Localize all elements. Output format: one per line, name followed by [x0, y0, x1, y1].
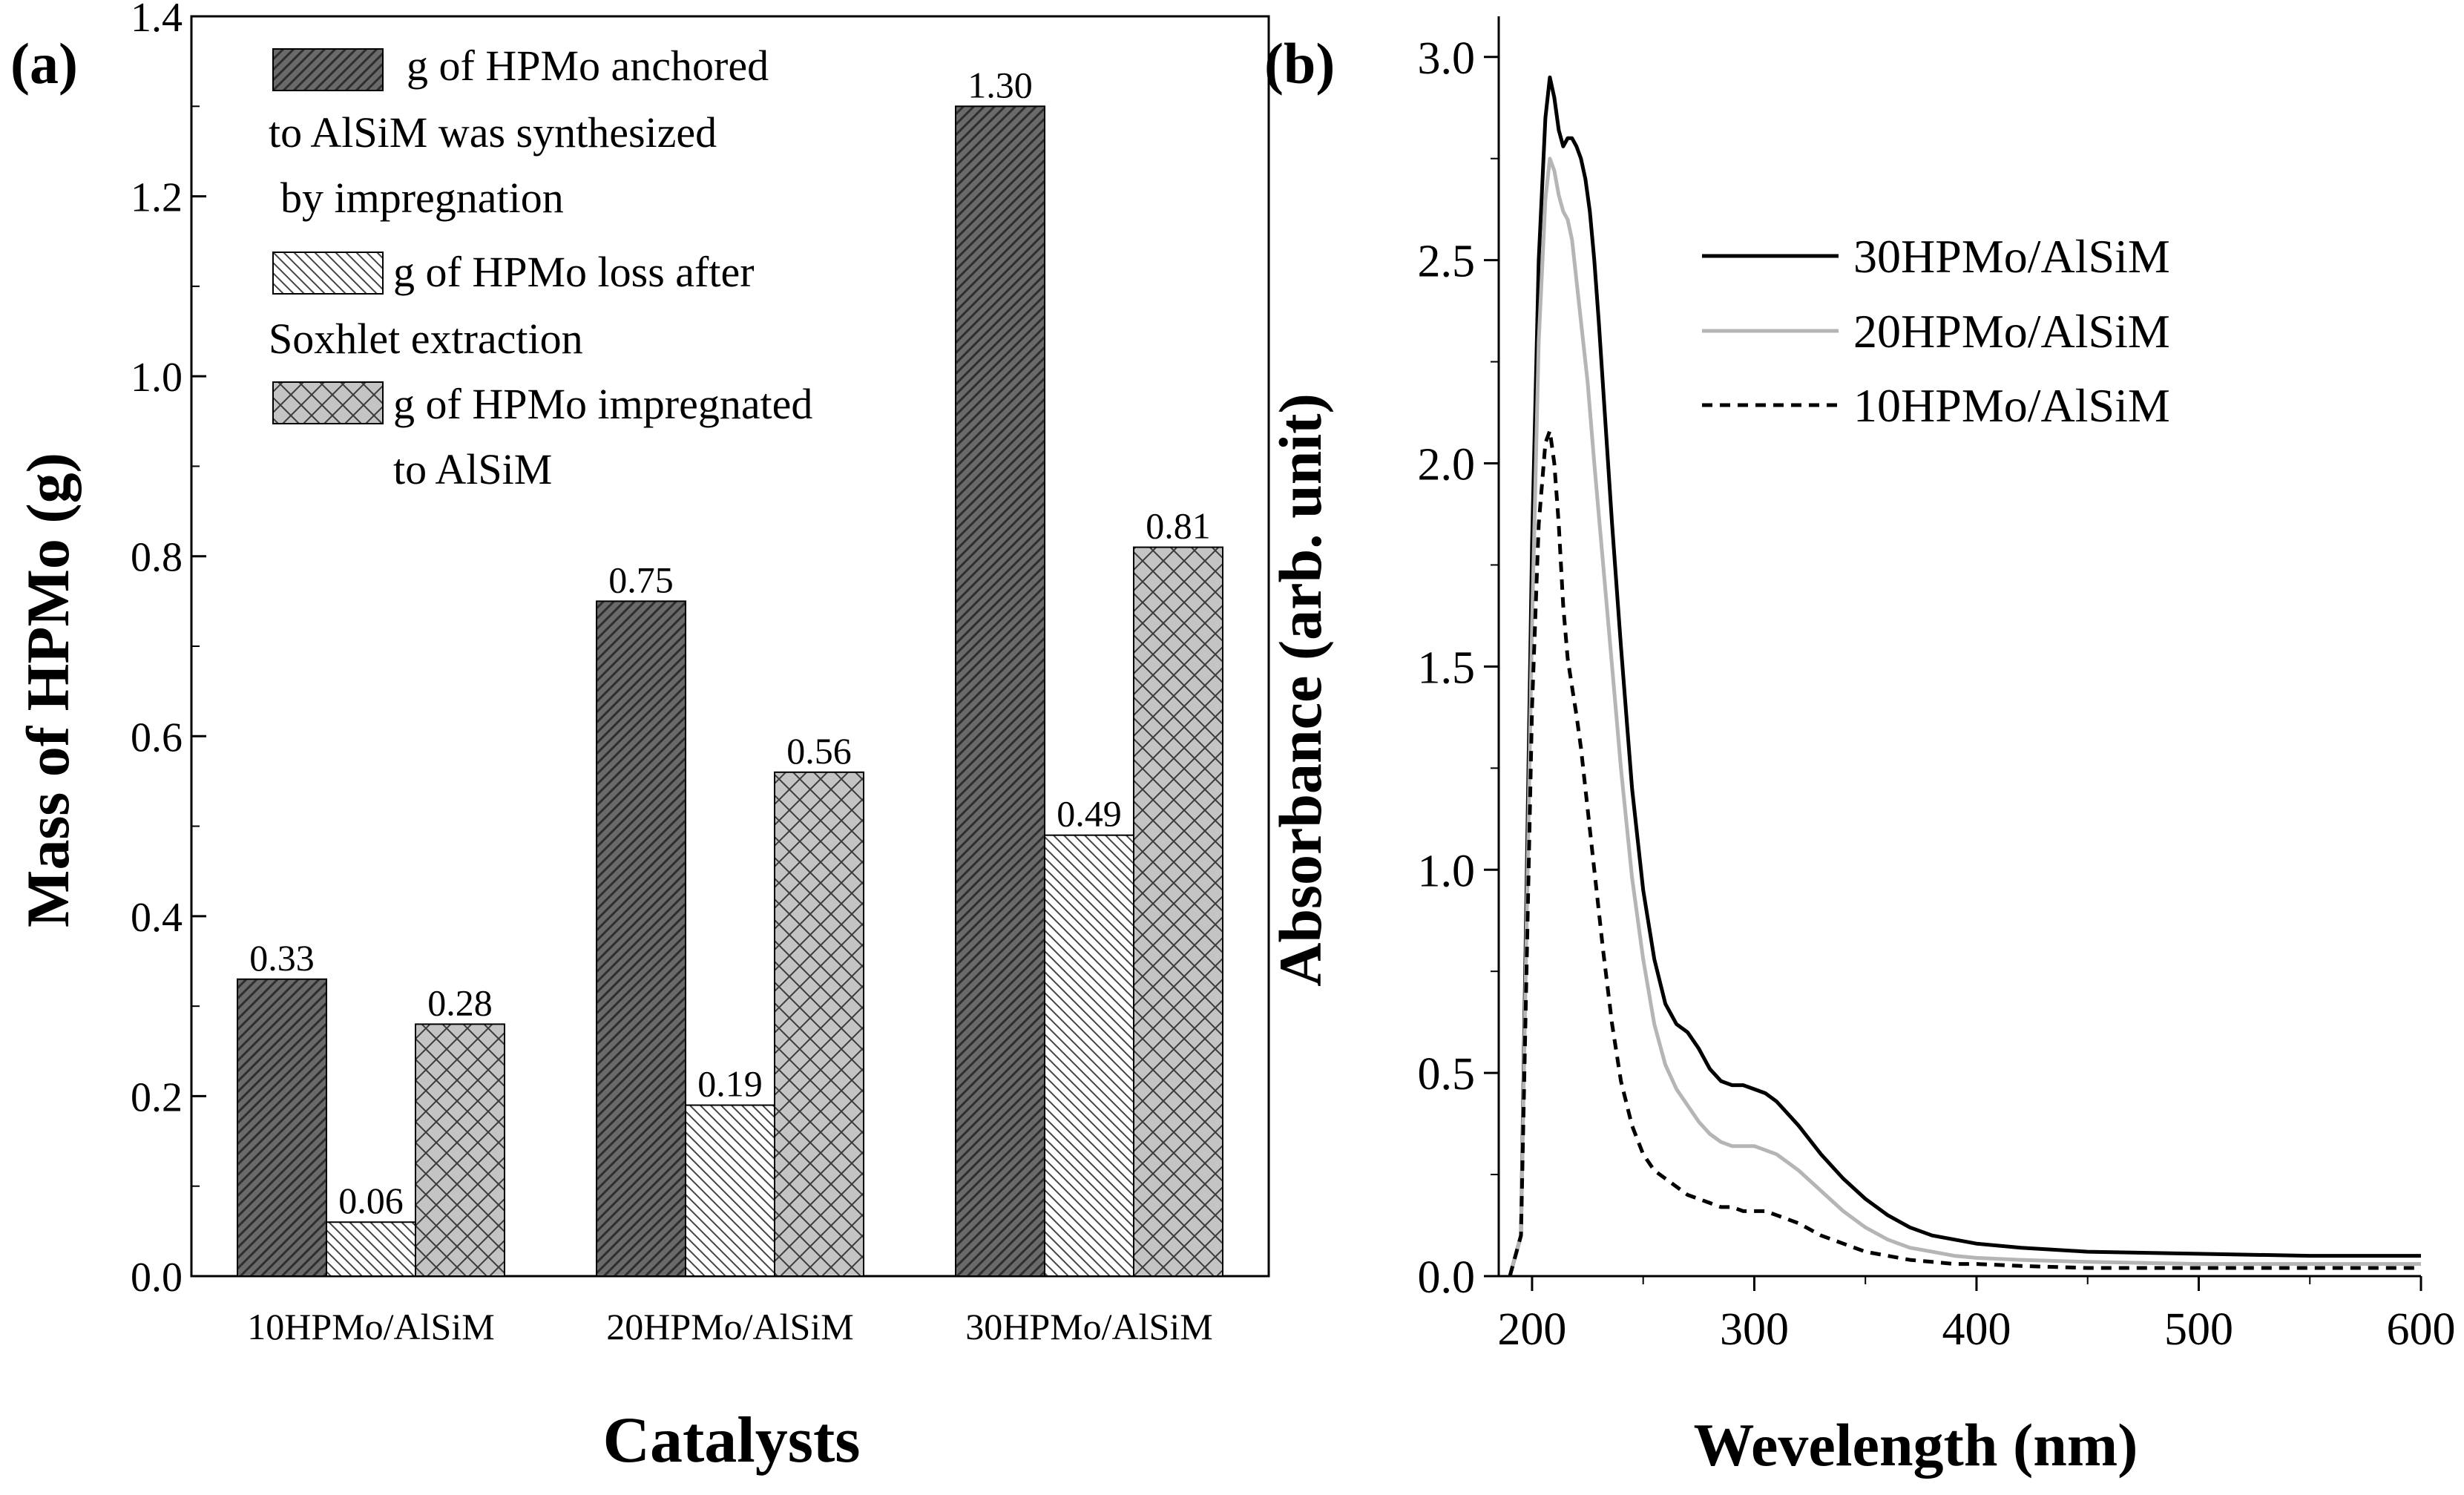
bar-value-label: 0.06 — [338, 1180, 404, 1221]
panel-a-ytick-label: 1.2 — [131, 175, 183, 221]
bar-value-label: 0.81 — [1146, 505, 1211, 547]
panel-a-ytick-label: 0.2 — [131, 1074, 183, 1120]
bar-value-label: 0.28 — [427, 982, 493, 1023]
panel-a-ytick-label: 1.0 — [131, 355, 183, 401]
panel-b-ylabel: Absorbance (arb. unit) — [1267, 393, 1334, 987]
panel-b: (b) Absorbance (arb. unit) Wevelength (n… — [1264, 16, 2456, 1479]
bar-value-label: 0.75 — [608, 559, 674, 600]
bar-value-label: 0.33 — [249, 937, 315, 979]
legend-label: to AlSiM — [393, 445, 552, 493]
panel-a-ytick-label: 0.6 — [131, 714, 183, 760]
bar — [955, 105, 1045, 1277]
panel-b-ytick-label: 0.0 — [1418, 1252, 1476, 1303]
panel-b-xtick-label: 300 — [1720, 1304, 1789, 1355]
panel-b-ytick-label: 2.0 — [1418, 440, 1476, 490]
legend-label: g of HPMo anchored — [407, 42, 769, 90]
panel-a-xtick-label: 10HPMo/AlSiM — [247, 1306, 494, 1347]
bar — [774, 771, 864, 1278]
legend-label: 30HPMo/AlSiM — [1853, 230, 2170, 283]
panel-b-plot-area: 0.0 0.5 1.0 1.5 2.0 2.5 3.0 200 300 400 500 600 — [1418, 16, 2456, 1355]
panel-b-label: (b) — [1264, 31, 1335, 96]
bar — [596, 600, 686, 1277]
bar — [415, 1023, 505, 1278]
panel-b-xtick-label: 400 — [1942, 1304, 2011, 1355]
panel-a-plot-area: 0.0 0.2 0.4 0.6 0.8 1.0 1.2 1.4 10HPMo/AlSiM 0.33… — [131, 0, 1270, 1347]
legend-label: by impregnation — [280, 174, 564, 222]
legend-swatch — [272, 252, 384, 295]
legend-label: Soxhlet extraction — [269, 315, 583, 363]
panel-a-ytick-label: 0.4 — [131, 895, 183, 941]
panel-b-xtick-label: 600 — [2387, 1304, 2456, 1355]
panel-b-ytick-label: 2.5 — [1418, 237, 1476, 287]
panel-a-xtick-label: 20HPMo/AlSiM — [606, 1306, 853, 1347]
legend-label: g of HPMo impregnated — [393, 380, 812, 428]
panel-a-label: (a) — [10, 31, 78, 96]
panel-a-ytick-label: 0.8 — [131, 535, 183, 581]
panel-b-xtick-label: 200 — [1497, 1304, 1566, 1355]
panel-a-xlabel: Catalysts — [602, 1404, 860, 1476]
panel-b-ytick-label: 0.5 — [1418, 1049, 1476, 1100]
legend-swatch — [272, 381, 384, 424]
bar — [1044, 834, 1134, 1277]
panel-a: (a) Mass of HPMo (g) Catalysts 0.0 0.2 0.4… — [10, 0, 1270, 1476]
bar-value-label: 0.19 — [697, 1063, 763, 1105]
legend-label: to AlSiM was synthesized — [269, 108, 717, 157]
panel-b-ytick-label: 1.0 — [1418, 846, 1476, 896]
bar-value-label: 0.49 — [1057, 793, 1122, 835]
panel-b-ytick-label: 1.5 — [1418, 643, 1476, 693]
panel-a-ylabel: Mass of HPMo (g) — [14, 453, 82, 927]
legend-label: 10HPMo/AlSiM — [1853, 379, 2170, 432]
panel-a-ytick-label: 1.4 — [131, 0, 183, 41]
bar — [1133, 546, 1223, 1277]
series-line — [1508, 75, 2421, 1277]
legend-label: 20HPMo/AlSiM — [1853, 305, 2170, 358]
bar — [685, 1104, 775, 1277]
bar — [237, 978, 327, 1278]
panel-a-legend: g of HPMo anchored to AlSiM was synthesiz… — [269, 42, 812, 493]
panel-b-xtick-label: 500 — [2164, 1304, 2233, 1355]
series-line — [1508, 157, 2421, 1277]
panel-a-xtick-label: 30HPMo/AlSiM — [965, 1306, 1212, 1347]
legend-swatch — [272, 48, 384, 91]
panel-b-xlabel: Wevelength (nm) — [1694, 1411, 2138, 1479]
series-line — [1508, 429, 2421, 1277]
bar — [326, 1221, 416, 1277]
panel-b-ytick-label: 3.0 — [1418, 33, 1476, 84]
bar-value-label: 0.56 — [786, 730, 852, 772]
panel-a-ytick-label: 0.0 — [131, 1255, 183, 1301]
panel-b-legend: 30HPMo/AlSiM 20HPMo/AlSiM 10HPMo/AlSiM — [1702, 230, 2170, 432]
bar-value-label: 1.30 — [967, 64, 1033, 105]
legend-label: g of HPMo loss after — [393, 248, 755, 296]
